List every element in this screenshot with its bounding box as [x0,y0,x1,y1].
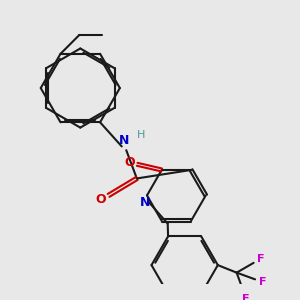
Text: N: N [140,196,150,209]
Text: N: N [118,134,129,147]
Text: H: H [136,130,145,140]
Text: O: O [124,156,135,169]
Text: F: F [242,294,250,300]
Text: F: F [257,254,265,264]
Text: O: O [96,194,106,206]
Text: F: F [259,277,267,287]
